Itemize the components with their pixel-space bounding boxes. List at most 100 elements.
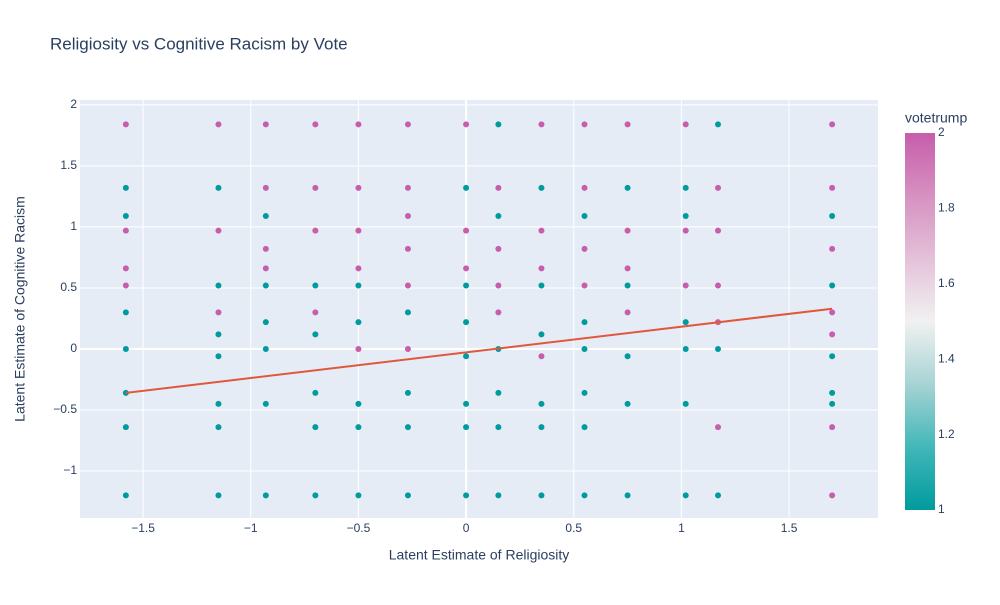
point [581, 121, 588, 128]
point [463, 424, 470, 431]
point [404, 184, 411, 191]
point [682, 184, 689, 191]
x-tick-label: 1 [678, 521, 685, 535]
point [215, 424, 222, 431]
x-tick-label: 1.5 [781, 521, 798, 535]
x-tick-label: −1.5 [131, 521, 155, 535]
colorbar-tick-label: 1 [938, 502, 945, 516]
point [122, 282, 129, 289]
point [538, 184, 545, 191]
point [829, 331, 836, 338]
point [538, 400, 545, 407]
point [312, 309, 319, 316]
point [581, 319, 588, 326]
y-tick-label: 1.5 [60, 158, 77, 172]
point [624, 121, 631, 128]
point [624, 282, 631, 289]
x-tick-label: 0.5 [565, 521, 582, 535]
point [538, 121, 545, 128]
y-axis-title: Latent Estimate of Cognitive Racism [12, 196, 28, 422]
point [122, 227, 129, 234]
point [404, 492, 411, 499]
point [538, 331, 545, 338]
point [215, 282, 222, 289]
point [312, 121, 319, 128]
point [262, 121, 269, 128]
point [715, 121, 722, 128]
point [624, 265, 631, 272]
point [215, 353, 222, 360]
point [682, 400, 689, 407]
point [463, 282, 470, 289]
point [312, 331, 319, 338]
point [715, 282, 722, 289]
colorbar-tick-label: 2 [938, 125, 945, 139]
point [624, 353, 631, 360]
y-tick-label: −0.5 [53, 402, 77, 416]
point [624, 400, 631, 407]
point [122, 184, 129, 191]
point [312, 184, 319, 191]
point [215, 400, 222, 407]
point [829, 424, 836, 431]
y-tick-label: −1 [63, 463, 77, 477]
point [404, 121, 411, 128]
point [715, 227, 722, 234]
point [122, 345, 129, 352]
point [581, 424, 588, 431]
point [829, 282, 836, 289]
point [404, 389, 411, 396]
y-tick-label: 0 [70, 341, 77, 355]
point [463, 184, 470, 191]
point [682, 282, 689, 289]
y-tick-label: 2 [70, 97, 77, 111]
point [404, 424, 411, 431]
point [404, 245, 411, 252]
colorbar [905, 133, 935, 510]
point [312, 424, 319, 431]
point [829, 400, 836, 407]
point [262, 184, 269, 191]
point [715, 424, 722, 431]
point [495, 245, 502, 252]
x-tick-label: −0.5 [347, 521, 371, 535]
point [829, 245, 836, 252]
point [682, 319, 689, 326]
point [829, 492, 836, 499]
point [215, 184, 222, 191]
chart-title: Religiosity vs Cognitive Racism by Vote [50, 34, 348, 53]
point [463, 227, 470, 234]
point [495, 121, 502, 128]
point [581, 282, 588, 289]
point [122, 265, 129, 272]
point [404, 282, 411, 289]
y-tick-label: 1 [70, 219, 77, 233]
point [355, 227, 362, 234]
point [355, 319, 362, 326]
point [122, 424, 129, 431]
point [262, 245, 269, 252]
point [538, 227, 545, 234]
point [355, 400, 362, 407]
x-axis-title: Latent Estimate of Religiosity [389, 547, 570, 563]
point [538, 424, 545, 431]
point [715, 492, 722, 499]
point [355, 121, 362, 128]
point [355, 184, 362, 191]
point [538, 265, 545, 272]
point [829, 309, 836, 316]
point [122, 212, 129, 219]
point [312, 227, 319, 234]
point [829, 389, 836, 396]
x-tick-label: 0 [463, 521, 470, 535]
point [538, 353, 545, 360]
point [682, 492, 689, 499]
point [215, 331, 222, 338]
point [495, 492, 502, 499]
point [538, 492, 545, 499]
colorbar-tick-label: 1.2 [938, 427, 955, 441]
point [122, 389, 129, 396]
point [624, 492, 631, 499]
plot-background [80, 100, 878, 518]
point [715, 345, 722, 352]
